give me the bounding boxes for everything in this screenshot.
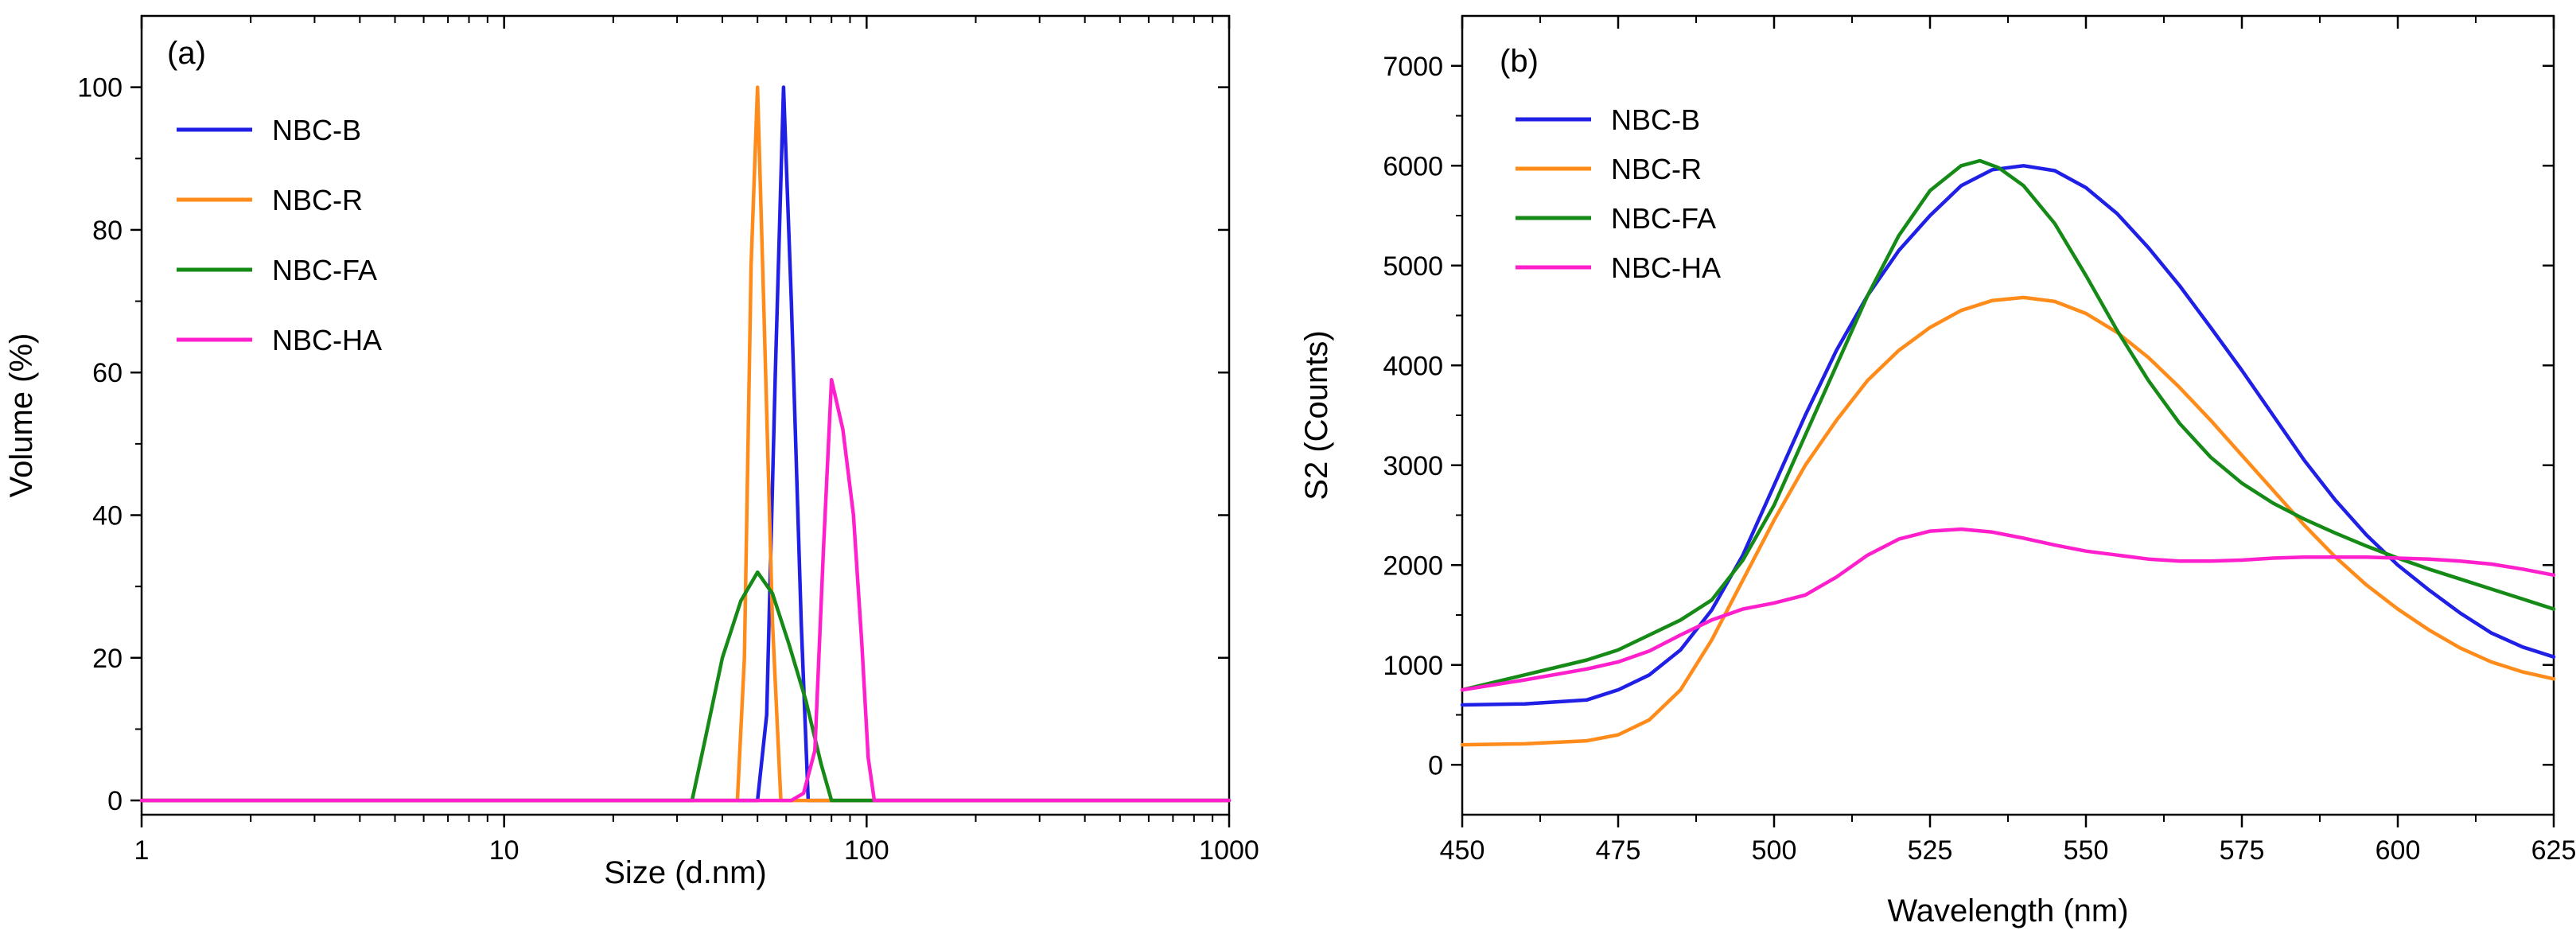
panel-b-x-tick-label: 600 xyxy=(2376,835,2421,866)
panel-a-series-nbc-fa xyxy=(139,570,1232,803)
panel-b-series-nbc-r xyxy=(1460,295,2556,747)
panel-b-series-nbc-fa xyxy=(1460,158,2556,692)
panel-a-y-tick-label: 60 xyxy=(92,358,123,388)
panel-b-y-tick-label: 1000 xyxy=(1383,651,1443,681)
panel-b-x-tick-label: 500 xyxy=(1752,835,1797,866)
panel-a-x-axis-label: Size (d.nm) xyxy=(604,855,767,890)
panel-a-x-tick-label: 1000 xyxy=(1199,835,1259,866)
panel-b-y-tick-label: 3000 xyxy=(1383,451,1443,481)
panel-b-legend-label-nbc-b: NBC-B xyxy=(1611,103,1700,136)
panel-a-series-nbc-ha xyxy=(139,377,1232,803)
panel-b-label: (b) xyxy=(1500,44,1539,79)
panel-a-y-tick-label: 20 xyxy=(92,644,123,674)
panel-a-series-nbc-b xyxy=(139,85,1232,803)
panel-a-x-tick-label: 100 xyxy=(844,835,889,866)
panel-b-y-tick-label: 4000 xyxy=(1383,351,1443,381)
panel-b-y-tick-label: 7000 xyxy=(1383,52,1443,82)
panel-b-x-tick-label: 525 xyxy=(1908,835,1953,866)
panel-a-y-tick-label: 40 xyxy=(92,501,123,531)
panel-b-x-tick-label: 550 xyxy=(2064,835,2109,866)
panel-b-x-tick-label: 625 xyxy=(2531,835,2576,866)
panel-b-y-tick-label: 2000 xyxy=(1383,551,1443,581)
panel-a-y-tick-label: 100 xyxy=(77,73,123,103)
panel-a-legend-label-nbc-r: NBC-R xyxy=(272,184,363,216)
panel-b-series-nbc-ha xyxy=(1460,527,2556,692)
panel-b-y-tick-label: 6000 xyxy=(1383,151,1443,181)
panel-a-y-axis-label: Volume (%) xyxy=(4,333,39,498)
panel-b-y-axis-label: S2 (Counts) xyxy=(1299,330,1334,500)
panel-a-frame xyxy=(140,14,1231,816)
panel-a-chart: 1 10 100 1000 0 20 40 60 80 100 Size (d.nm) Volume … xyxy=(4,14,1259,890)
panel-b-x-axis-label: Wavelength (nm) xyxy=(1887,893,2128,928)
panel-b-x-tick-label: 575 xyxy=(2220,835,2265,866)
panel-a-x-tick-label: 1 xyxy=(134,835,150,866)
panel-b-legend-label-nbc-ha: NBC-HA xyxy=(1611,251,1721,284)
panel-b-x-tick-label: 450 xyxy=(1440,835,1485,866)
panel-a-legend-label-nbc-ha: NBC-HA xyxy=(272,324,382,356)
panel-b-legend-label-nbc-fa: NBC-FA xyxy=(1611,202,1716,235)
panel-b-y-tick-label: 0 xyxy=(1428,750,1443,780)
panel-a-legend-label-nbc-fa: NBC-FA xyxy=(272,254,377,286)
panel-b-legend-label-nbc-r: NBC-R xyxy=(1611,153,1702,185)
panel-a-x-tick-label: 10 xyxy=(489,835,519,866)
panel-b-series-nbc-b xyxy=(1460,164,2556,707)
panel-a-label: (a) xyxy=(167,36,206,71)
panel-a-y-tick-label: 80 xyxy=(92,216,123,246)
panel-b-y-tick-label: 5000 xyxy=(1383,251,1443,282)
panel-a-legend-label-nbc-b: NBC-B xyxy=(272,114,361,146)
panel-b-x-tick-label: 475 xyxy=(1596,835,1641,866)
panel-a-y-tick-label: 0 xyxy=(107,786,123,816)
panel-a-series-nbc-r xyxy=(139,85,1232,803)
panel-b-chart: 450 475 500 525 550 575 600 625 0 1000 2000 3000 400… xyxy=(1299,14,2576,928)
